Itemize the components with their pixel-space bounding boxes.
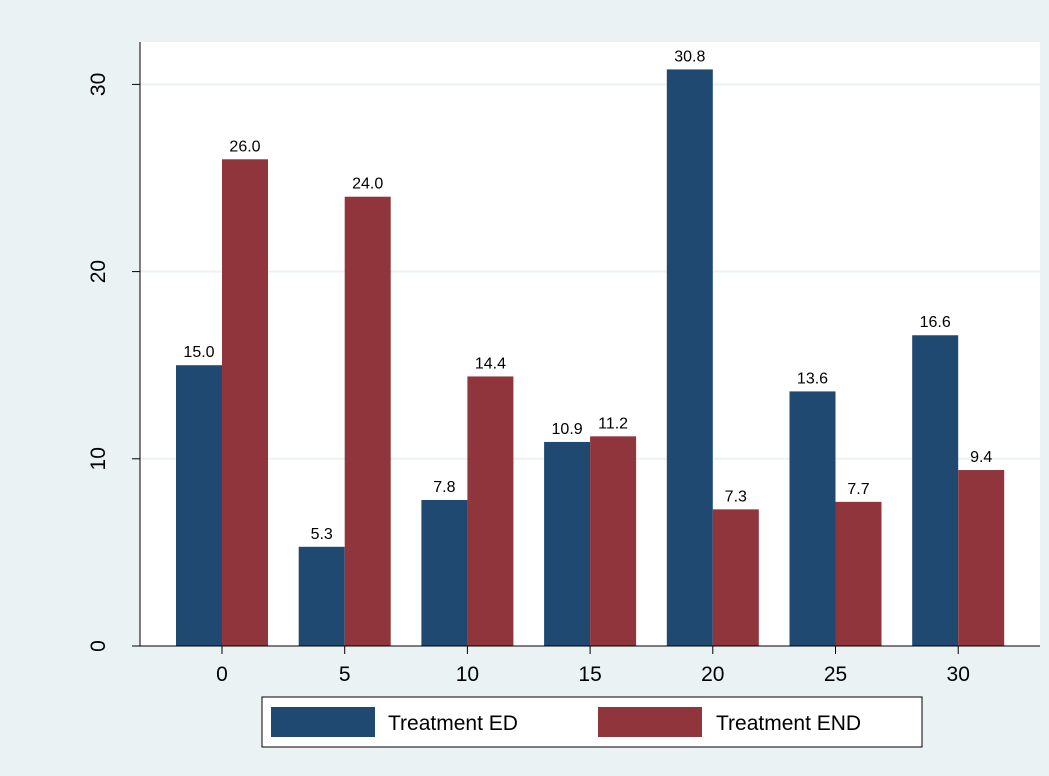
legend: Treatment ED Treatment END <box>261 696 923 748</box>
data-label: 9.4 <box>970 449 992 466</box>
legend-label-end: Treatment END <box>716 712 861 735</box>
data-label: 16.6 <box>920 314 951 331</box>
data-label: 7.3 <box>725 488 747 505</box>
x-tick-label: 15 <box>578 663 601 686</box>
y-tick-label: 20 <box>87 260 110 283</box>
x-tick-label: 20 <box>701 663 724 686</box>
data-label: 26.0 <box>229 138 260 155</box>
data-label: 13.6 <box>797 370 828 387</box>
bar-ed-15 <box>544 441 591 646</box>
data-label: 5.3 <box>311 526 333 543</box>
y-tick-label: 30 <box>87 73 110 96</box>
x-tick-label: 0 <box>216 663 228 686</box>
bar-ed-0 <box>176 365 222 646</box>
x-tick-label: 10 <box>456 663 479 686</box>
data-label: 24.0 <box>352 176 383 193</box>
bar-ed-25 <box>789 391 836 646</box>
data-label: 11.2 <box>598 415 628 432</box>
bar-ed-30 <box>912 335 959 646</box>
x-tick-label: 5 <box>339 663 351 686</box>
bar-end-10 <box>467 376 514 646</box>
data-label: 30.8 <box>674 48 705 65</box>
bar-end-25 <box>835 501 882 646</box>
data-labels: 15.0 26.0 5.3 24.0 7.8 14.4 10.9 11.2 30.8 7.3 13.… <box>183 48 992 542</box>
legend-swatch-end <box>598 707 702 737</box>
bar-end-20 <box>712 509 759 646</box>
legend-label-ed: Treatment ED <box>388 712 518 735</box>
x-tick-label: 30 <box>947 663 970 686</box>
y-ticks: 0 10 20 30 <box>87 73 140 652</box>
bar-end-30 <box>958 470 1005 646</box>
bar-end-15 <box>590 436 637 646</box>
bar-ed-10 <box>421 499 468 646</box>
bar-ed-20 <box>666 69 713 646</box>
data-label: 10.9 <box>552 421 583 438</box>
data-label: 14.4 <box>475 355 506 372</box>
data-label: 7.8 <box>433 479 455 496</box>
legend-swatch-ed <box>271 707 375 737</box>
data-label: 7.7 <box>847 481 869 498</box>
y-tick-label: 0 <box>87 640 110 652</box>
x-ticks: 0 5 10 15 20 25 30 <box>216 646 970 686</box>
bar-end-5 <box>344 196 391 646</box>
bars <box>176 69 1005 646</box>
x-tick-label: 25 <box>824 663 847 686</box>
bar-ed-5 <box>298 546 345 646</box>
bar-end-0 <box>222 159 268 646</box>
y-tick-label: 10 <box>87 447 110 470</box>
data-label: 15.0 <box>183 344 214 361</box>
